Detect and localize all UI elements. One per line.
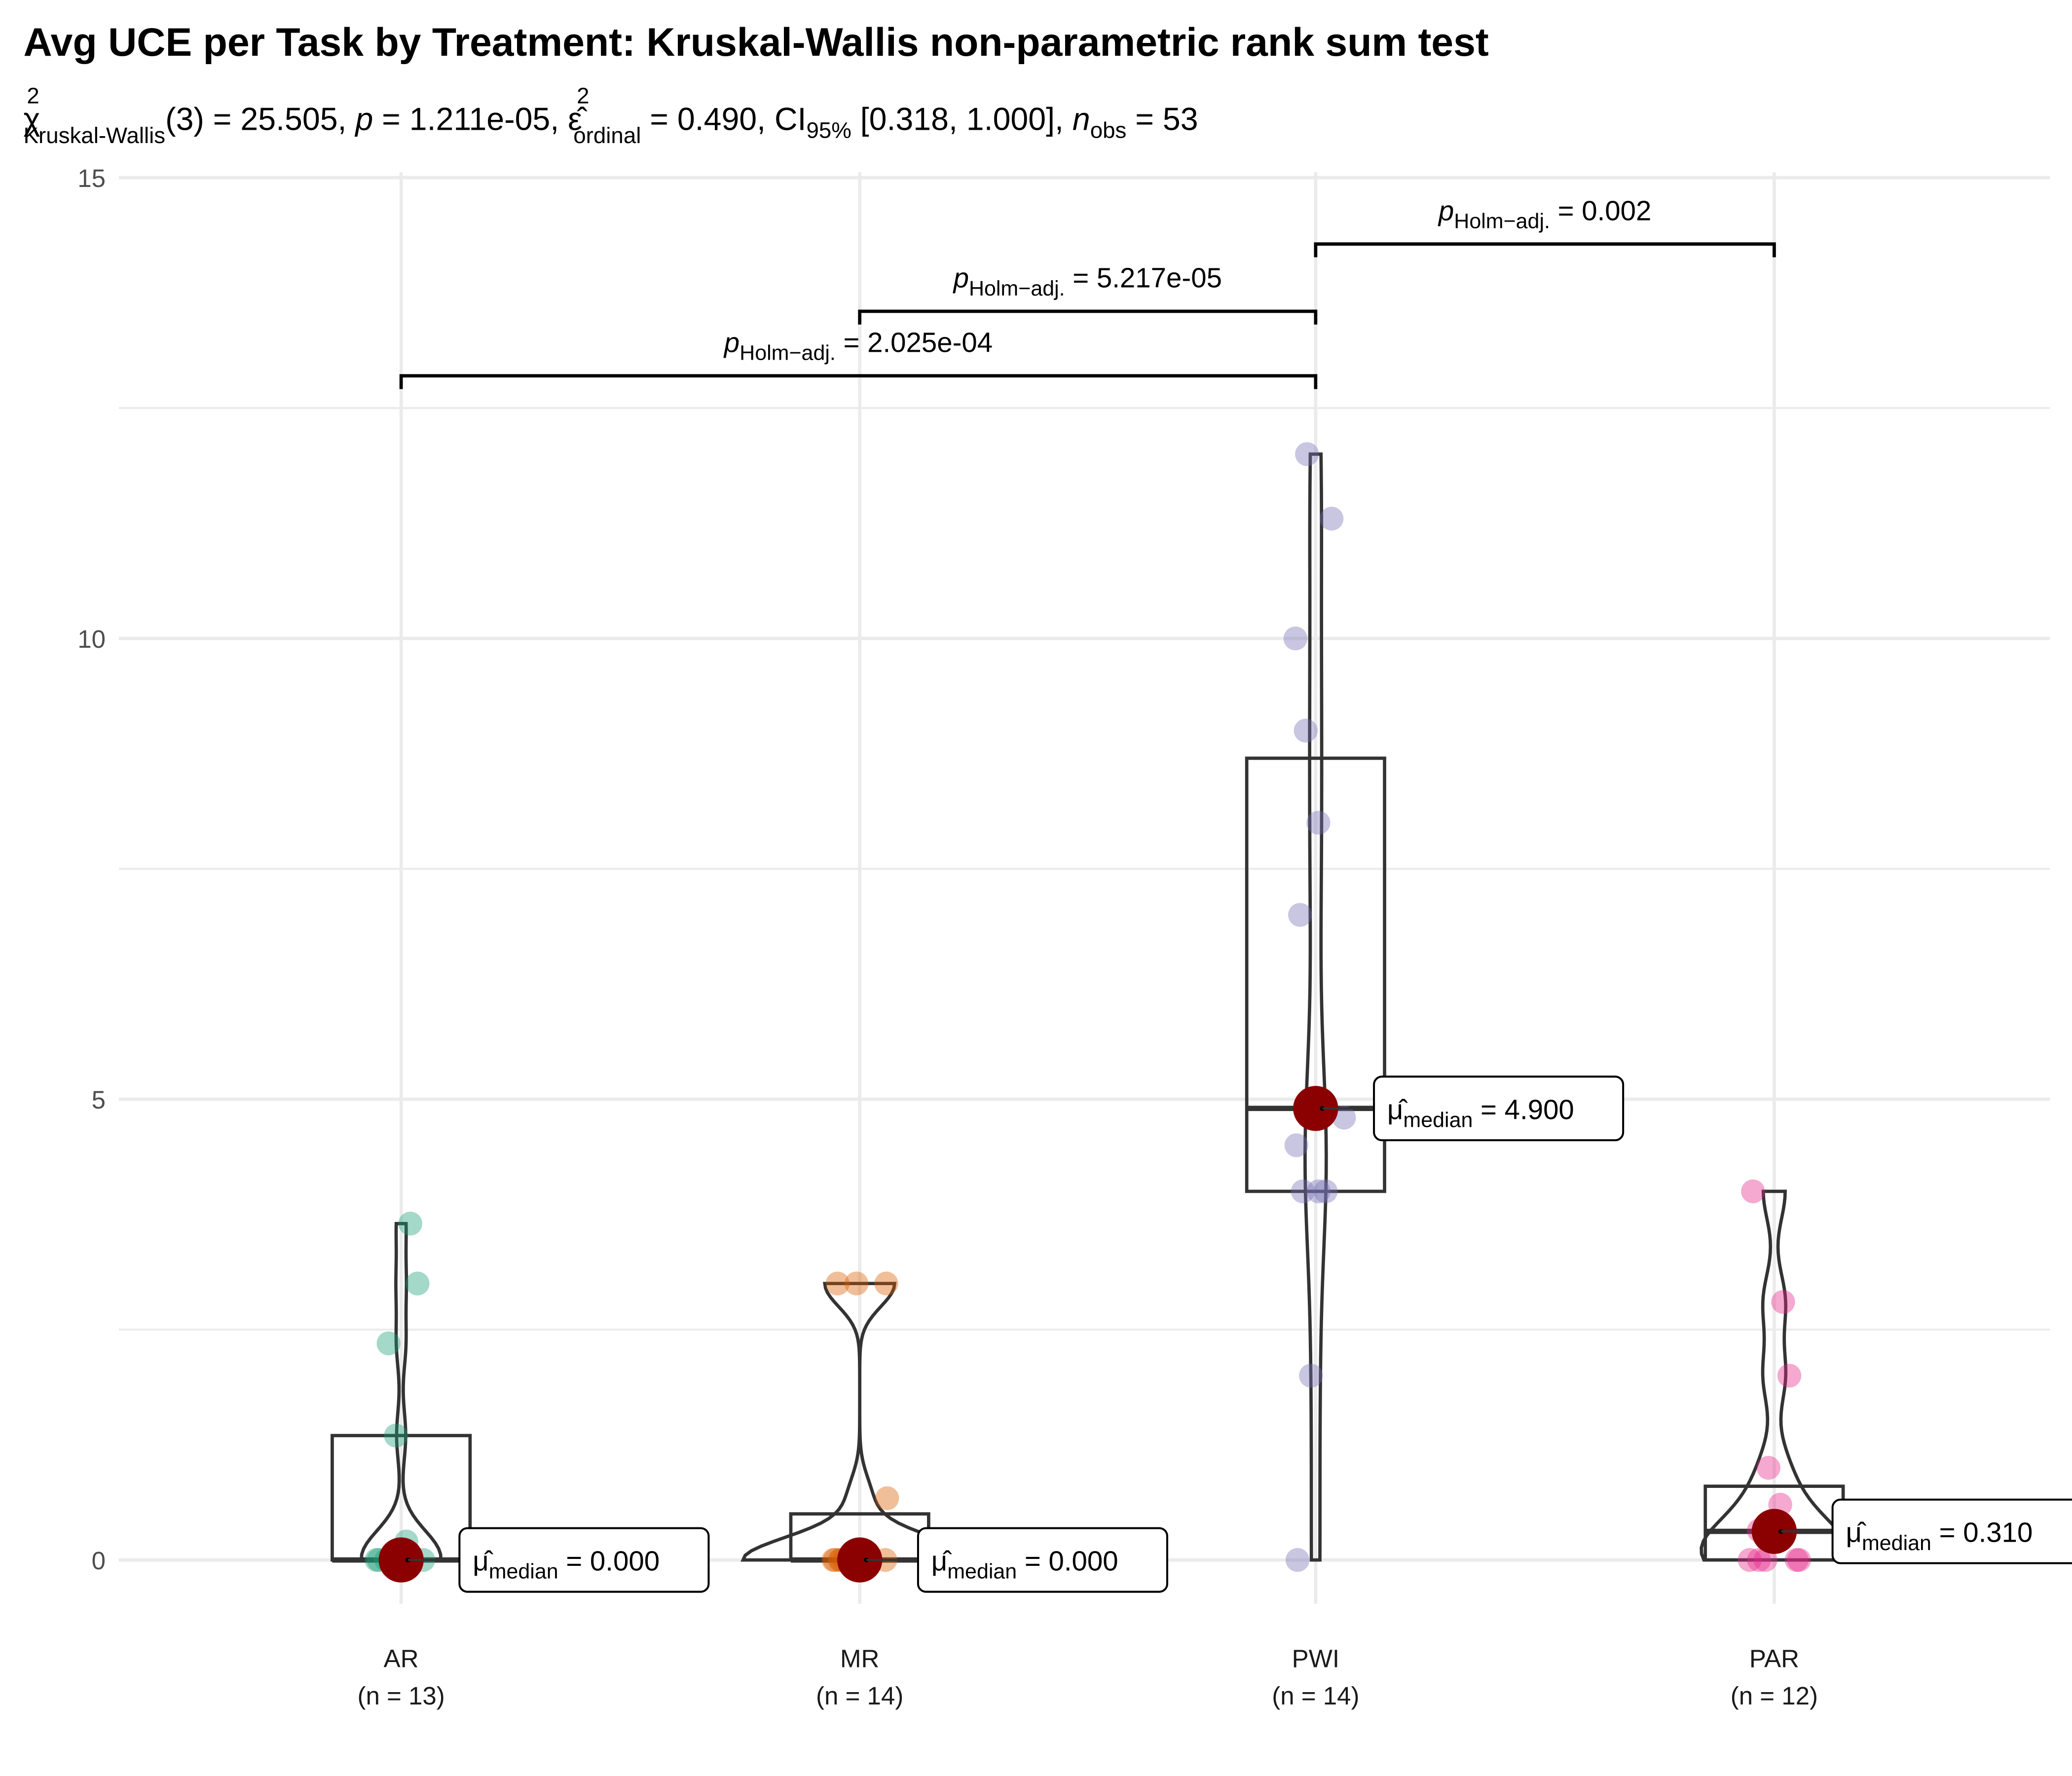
- comparisons: pHolm−adj. = 2.025e-04 pHolm−adj. = 5.217…: [399, 195, 1776, 389]
- data-point: [1299, 1364, 1323, 1388]
- y-tick-label: 10: [77, 625, 106, 653]
- box: [1245, 756, 1386, 1193]
- groups: μ̂median = 0.000 μ̂median = 0.000 μ̂median…: [331, 442, 2072, 1593]
- median-label-box: [1831, 1498, 2072, 1564]
- comparison-label: pHolm−adj. = 2.025e-04: [723, 327, 993, 365]
- data-point: [825, 1271, 850, 1295]
- data-point: [1306, 811, 1331, 835]
- data-point: [1319, 507, 1344, 531]
- gridlines: [118, 172, 2050, 1604]
- data-point: [875, 1486, 899, 1511]
- data-point: [1777, 1364, 1802, 1388]
- violin: [740, 1282, 979, 1562]
- data-point: [1756, 1456, 1780, 1480]
- data-point: [1283, 626, 1308, 651]
- comparison-label: pHolm−adj. = 0.002: [1438, 195, 1651, 233]
- chart-subtitle: χ2 Kruskal-Wallis(3) = 25.505, p = 1.211e…: [23, 83, 1198, 148]
- comparison-label: pHolm−adj. = 5.217e-05: [953, 262, 1222, 300]
- comparison-mr-pwi: pHolm−adj. = 5.217e-05: [858, 262, 1318, 325]
- median-dot: [1320, 1106, 1325, 1111]
- data-point: [1741, 1179, 1765, 1204]
- bracket: [1314, 242, 1776, 258]
- data-point: [1288, 903, 1312, 927]
- x-tick-n-label: (n = 13): [357, 1682, 444, 1710]
- median-point: [1293, 1086, 1338, 1131]
- data-point: [1747, 1548, 1771, 1572]
- median-point: [1751, 1509, 1797, 1554]
- violin: [1303, 452, 1328, 1562]
- comparison-pwi-par: pHolm−adj. = 0.002: [1314, 195, 1776, 258]
- violin: [359, 1221, 443, 1562]
- median-label-box: [1373, 1075, 1625, 1142]
- data-point: [1332, 1106, 1356, 1130]
- x-tick-n-label: (n = 14): [1272, 1682, 1359, 1710]
- data-point: [384, 1423, 408, 1448]
- comparison-ar-pwi: pHolm−adj. = 2.025e-04: [399, 327, 1318, 389]
- chart-title: Avg UCE per Task by Treatment: Kruskal-W…: [23, 20, 1488, 65]
- group-par: μ̂median = 0.310: [1700, 1179, 2072, 1572]
- data-point: [844, 1271, 869, 1295]
- x-tick-n-label: (n = 14): [816, 1682, 903, 1710]
- median-point: [378, 1537, 424, 1583]
- y-axis: 0 5 10 15: [77, 164, 106, 1575]
- data-point: [1284, 1133, 1309, 1157]
- y-tick-label: 5: [92, 1086, 106, 1114]
- x-tick-label: PAR: [1749, 1645, 1799, 1673]
- data-point: [1285, 1548, 1310, 1572]
- data-point: [874, 1271, 898, 1295]
- median-label: μ̂median = 4.900: [1387, 1094, 1574, 1132]
- data-point: [1738, 1548, 1762, 1572]
- x-tick-n-label: (n = 12): [1731, 1682, 1818, 1710]
- bracket: [858, 309, 1318, 325]
- median-label-box: [917, 1527, 1168, 1593]
- bracket: [399, 374, 1318, 389]
- data-point: [1314, 1179, 1338, 1204]
- x-axis: AR (n = 13) MR (n = 14) PWI (n = 14) PAR (n = 1…: [357, 1645, 1818, 1710]
- data-point: [1295, 442, 1319, 466]
- violin: [1700, 1189, 1849, 1562]
- data-point: [1753, 1548, 1777, 1572]
- data-point: [406, 1271, 430, 1295]
- data-point: [1771, 1290, 1795, 1314]
- data-point: [1294, 718, 1318, 743]
- group-mr: μ̂median = 0.000: [740, 1271, 1168, 1593]
- data-point: [376, 1331, 401, 1356]
- data-point: [1291, 1179, 1315, 1204]
- x-tick-label: MR: [840, 1645, 879, 1673]
- data-point: [398, 1212, 422, 1236]
- y-tick-label: 0: [92, 1547, 106, 1575]
- data-point: [1787, 1548, 1811, 1572]
- data-point: [1306, 1179, 1331, 1204]
- x-tick-label: AR: [384, 1645, 419, 1673]
- y-tick-label: 15: [77, 164, 106, 192]
- group-pwi: μ̂median = 4.900: [1245, 442, 1625, 1572]
- median-label-box: [458, 1527, 710, 1593]
- median-point: [837, 1537, 883, 1583]
- data-point: [1784, 1548, 1809, 1572]
- x-tick-label: PWI: [1292, 1645, 1339, 1673]
- group-ar: μ̂median = 0.000: [331, 1212, 710, 1593]
